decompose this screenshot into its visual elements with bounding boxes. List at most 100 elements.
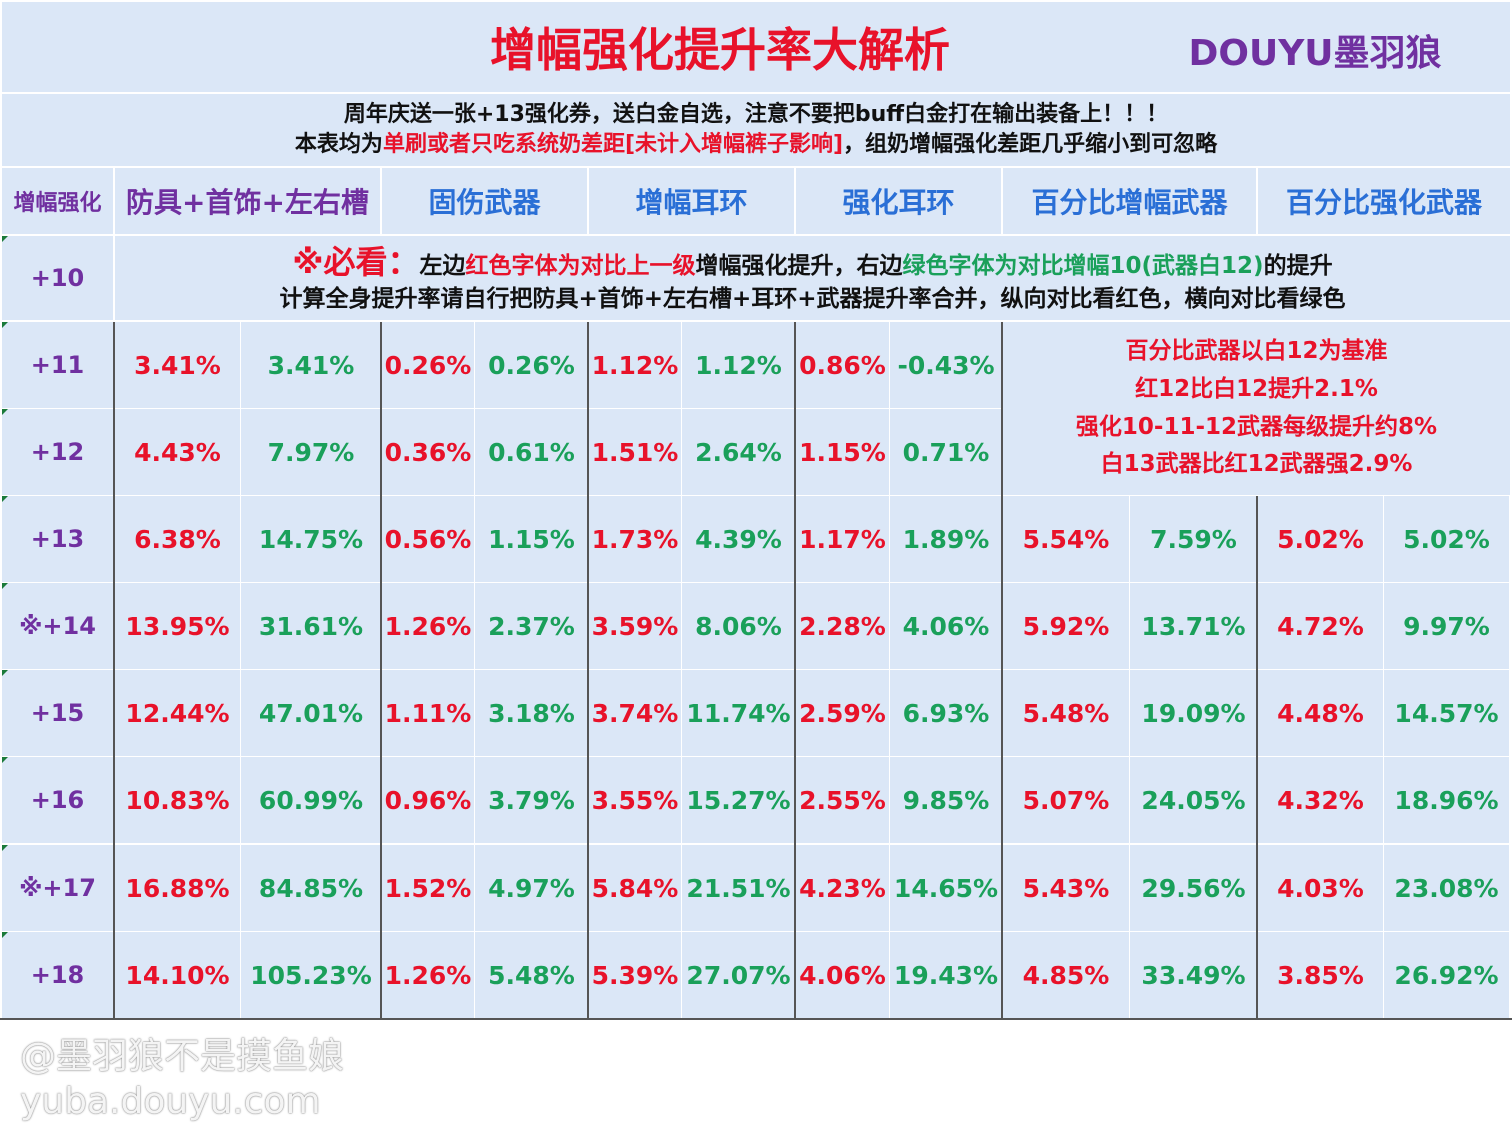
value-cell-vs-prev: 4.43% <box>115 409 240 495</box>
value-cell-vs-base: 9.97% <box>1384 583 1509 669</box>
weapon-note-cell: 百分比武器以白12为基准 红12比白12提升2.1% 强化10-11-12武器每… <box>1003 322 1510 495</box>
value-cell-vs-prev: 0.36% <box>382 409 474 495</box>
level-cell: +15 <box>2 670 113 756</box>
value-cell-vs-base: 3.79% <box>475 757 588 843</box>
value-cell-vs-base: 26.92% <box>1384 932 1509 1018</box>
watermark: @墨羽狼不是摸鱼娘 yuba.douyu.com <box>20 1034 344 1124</box>
value-cell-vs-base: 7.97% <box>241 409 381 495</box>
header-level: 增幅强化 <box>2 168 113 234</box>
value-cell-vs-prev: 16.88% <box>115 845 240 931</box>
note-must: ※必看： <box>292 242 420 281</box>
value-cell-vs-prev: 1.11% <box>382 670 474 756</box>
note-cell: ※必看：左边红色字体为对比上一级增幅强化提升，右边绿色字体为对比增幅10(武器白… <box>115 236 1510 320</box>
value-cell-vs-base: 15.27% <box>682 757 795 843</box>
column-divider <box>1001 322 1003 1018</box>
value-cell-vs-prev: 14.10% <box>115 932 240 1018</box>
value-cell-vs-base: 11.74% <box>682 670 795 756</box>
page-title: 增幅强化提升率大解析 <box>490 23 950 77</box>
comment-marker <box>2 322 8 328</box>
comment-marker <box>2 932 8 938</box>
notice-line-2: 本表均为单刷或者只吃系统奶差距[未计入增幅裤子影响]，组奶增幅强化差距几乎缩小到… <box>295 130 1217 160</box>
column-divider <box>113 322 115 1018</box>
value-cell-vs-prev: 5.39% <box>589 932 681 1018</box>
value-cell-vs-base: 18.96% <box>1384 757 1509 843</box>
level-cell: +11 <box>2 322 113 408</box>
value-cell-vs-prev: 10.83% <box>115 757 240 843</box>
column-divider <box>1256 496 1258 1018</box>
value-cell-vs-prev: 3.41% <box>115 322 240 408</box>
value-cell-vs-prev: 0.26% <box>382 322 474 408</box>
level-cell: +18 <box>2 932 113 1018</box>
value-cell-vs-base: 105.23% <box>241 932 381 1018</box>
author-label: DOUYU墨羽狼 <box>1188 33 1442 74</box>
value-cell-vs-prev: 1.17% <box>796 496 889 582</box>
value-cell-vs-base: 19.43% <box>890 932 1002 1018</box>
value-cell-vs-base: 3.18% <box>475 670 588 756</box>
value-cell-vs-base: 5.48% <box>475 932 588 1018</box>
value-cell-vs-base: 14.65% <box>890 845 1002 931</box>
value-cell-vs-base: 14.57% <box>1384 670 1509 756</box>
spreadsheet: 增幅强化提升率大解析 DOUYU墨羽狼 周年庆送一张+13强化券，送白金自选，注… <box>0 2 1512 1020</box>
value-cell-vs-prev: 0.56% <box>382 496 474 582</box>
value-cell-vs-prev: 2.55% <box>796 757 889 843</box>
value-cell-vs-prev: 3.74% <box>589 670 681 756</box>
value-cell-vs-base: 8.06% <box>682 583 795 669</box>
value-cell-vs-base: 0.61% <box>475 409 588 495</box>
comment-marker <box>2 496 8 502</box>
value-cell-vs-base: 47.01% <box>241 670 381 756</box>
value-cell-vs-base: 24.05% <box>1130 757 1257 843</box>
value-cell-vs-prev: 1.26% <box>382 583 474 669</box>
title-cell <box>2 2 1510 92</box>
value-cell-vs-prev: 4.03% <box>1258 845 1383 931</box>
notice-line-2-highlight: 单刷或者只吃系统奶差距[未计入增幅裤子影响] <box>382 132 844 157</box>
value-cell-vs-prev: 5.02% <box>1258 496 1383 582</box>
value-cell-vs-prev: 4.32% <box>1258 757 1383 843</box>
value-cell-vs-prev: 2.28% <box>796 583 889 669</box>
value-cell-vs-prev: 5.54% <box>1003 496 1129 582</box>
value-cell-vs-prev: 5.48% <box>1003 670 1129 756</box>
header-pct-reinforce-weapon: 百分比强化武器 <box>1258 168 1510 234</box>
comment-marker <box>2 757 8 763</box>
note-c: 增幅强化提升，右边 <box>695 252 903 279</box>
value-cell-vs-base: 2.37% <box>475 583 588 669</box>
value-cell-vs-base: 19.09% <box>1130 670 1257 756</box>
value-cell-vs-prev: 6.38% <box>115 496 240 582</box>
value-cell-vs-prev: 4.85% <box>1003 932 1129 1018</box>
note-e: 的提升 <box>1263 252 1333 279</box>
value-cell-vs-base: 14.75% <box>241 496 381 582</box>
comment-marker <box>2 845 8 851</box>
notice-cell: 周年庆送一张+13强化券，送白金自选，注意不要把buff白金打在输出装备上！！！… <box>2 94 1510 166</box>
value-cell-vs-prev: 4.72% <box>1258 583 1383 669</box>
comment-marker <box>2 583 8 589</box>
comment-marker <box>2 236 8 242</box>
value-cell-vs-prev: 13.95% <box>115 583 240 669</box>
value-cell-vs-base: 4.97% <box>475 845 588 931</box>
comment-marker <box>2 409 8 415</box>
value-cell-vs-base: 84.85% <box>241 845 381 931</box>
value-cell-vs-base: 0.71% <box>890 409 1002 495</box>
level-cell: ※+14 <box>2 583 113 669</box>
value-cell-vs-prev: 5.07% <box>1003 757 1129 843</box>
value-cell-vs-base: 33.49% <box>1130 932 1257 1018</box>
value-cell-vs-prev: 0.86% <box>796 322 889 408</box>
level-cell: +13 <box>2 496 113 582</box>
comment-marker <box>2 670 8 676</box>
value-cell-vs-prev: 1.51% <box>589 409 681 495</box>
value-cell-vs-base: 3.41% <box>241 322 381 408</box>
value-cell-vs-prev: 3.85% <box>1258 932 1383 1018</box>
value-cell-vs-base: -0.43% <box>890 322 1002 408</box>
header-armor: 防具+首饰+左右槽 <box>115 168 380 234</box>
value-cell-vs-base: 9.85% <box>890 757 1002 843</box>
value-cell-vs-base: 1.15% <box>475 496 588 582</box>
value-cell-vs-prev: 3.55% <box>589 757 681 843</box>
value-cell-vs-prev: 5.92% <box>1003 583 1129 669</box>
note-a: 左边 <box>419 252 466 279</box>
level-cell: +16 <box>2 757 113 843</box>
column-divider <box>587 322 589 1018</box>
value-cell-vs-base: 21.51% <box>682 845 795 931</box>
value-cell-vs-base: 13.71% <box>1130 583 1257 669</box>
note-line-1: ※必看：左边红色字体为对比上一级增幅强化提升，右边绿色字体为对比增幅10(武器白… <box>292 241 1332 284</box>
value-cell-vs-prev: 1.73% <box>589 496 681 582</box>
note-line-2: 计算全身提升率请自行把防具+首饰+左右槽+耳环+武器提升率合并，纵向对比看红色，… <box>279 286 1346 313</box>
notice-line-2-c: ，组奶增幅强化差距几乎缩小到可忽略 <box>843 132 1218 157</box>
